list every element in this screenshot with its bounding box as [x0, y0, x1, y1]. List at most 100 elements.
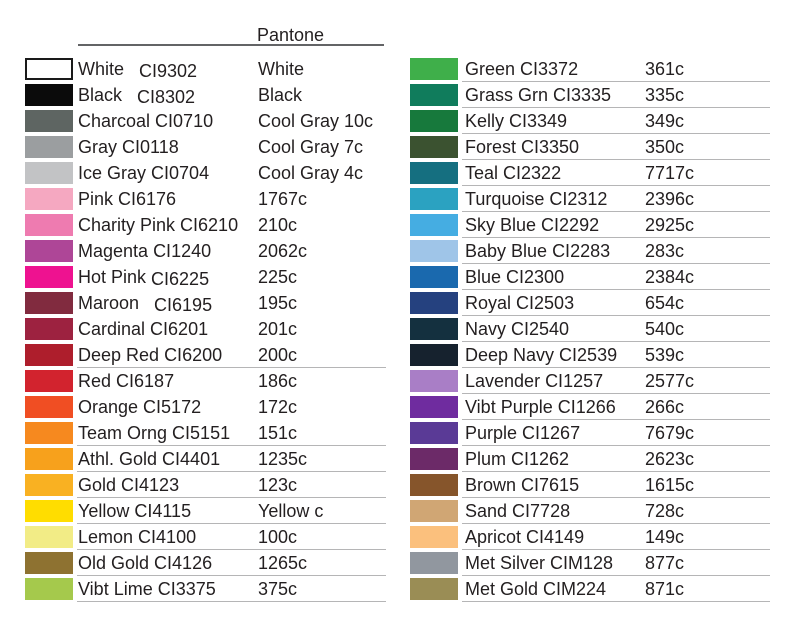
color-name: Vibt Purple — [465, 397, 553, 417]
color-swatch — [410, 188, 458, 210]
color-code: CI4149 — [526, 527, 585, 547]
row-divider — [462, 185, 770, 186]
pantone-value: 1615c — [645, 475, 695, 495]
color-code: CI6225 — [151, 269, 210, 289]
color-code: CI1262 — [511, 449, 570, 469]
color-label: Athl. Gold CI4401 — [78, 448, 220, 470]
row-divider — [77, 575, 386, 576]
pantone-value: Cool Gray 7c — [258, 137, 364, 157]
color-label: Magenta CI1240 — [78, 240, 211, 262]
row-divider — [77, 601, 386, 602]
pantone-value: 7679c — [645, 423, 695, 443]
color-swatch — [410, 526, 458, 548]
color-swatch — [25, 552, 73, 574]
pantone-value: 172c — [258, 397, 298, 417]
row-divider — [462, 393, 770, 394]
color-name: Magenta — [78, 241, 149, 261]
color-swatch — [25, 84, 73, 106]
row-divider — [462, 159, 770, 160]
color-swatch — [410, 422, 458, 444]
color-name: Yellow — [78, 501, 130, 521]
color-code: CI1240 — [153, 241, 212, 261]
pantone-value: 2925c — [645, 215, 695, 235]
color-label: Lavender CI1257 — [465, 370, 603, 392]
color-swatch — [25, 214, 73, 236]
color-code: CI3349 — [509, 111, 568, 131]
pantone-value: Yellow c — [258, 501, 324, 521]
color-swatch — [25, 370, 73, 392]
color-name: Red — [78, 371, 112, 391]
color-code: CI3372 — [520, 59, 579, 79]
color-code: CI2312 — [549, 189, 608, 209]
color-label: Teal CI2322 — [465, 162, 561, 184]
color-swatch — [25, 526, 73, 548]
color-label: Green CI3372 — [465, 58, 578, 80]
color-name: Plum — [465, 449, 507, 469]
color-code: CI7615 — [521, 475, 580, 495]
color-label: White CI9302 — [78, 58, 197, 81]
color-code: CI4115 — [134, 501, 192, 521]
color-swatch — [25, 396, 73, 418]
color-label: Plum CI1262 — [465, 448, 569, 470]
row-divider — [77, 445, 386, 446]
color-swatch — [25, 422, 73, 444]
pantone-value: 266c — [645, 397, 685, 417]
pantone-value: 349c — [645, 111, 685, 131]
pantone-value: Cool Gray 10c — [258, 111, 374, 131]
color-code: CI6200 — [164, 345, 223, 365]
color-label: Red CI6187 — [78, 370, 174, 392]
color-label: Cardinal CI6201 — [78, 318, 208, 340]
pantone-value: 375c — [258, 579, 298, 599]
color-code: CI8302 — [137, 87, 196, 107]
color-name: Met Silver — [465, 553, 546, 573]
color-swatch — [25, 188, 73, 210]
pantone-value: 283c — [645, 241, 685, 261]
row-divider — [462, 471, 770, 472]
color-code: CI6201 — [150, 319, 209, 339]
color-swatch — [410, 266, 458, 288]
color-swatch — [25, 344, 73, 366]
color-label: Pink CI6176 — [78, 188, 176, 210]
color-swatch — [25, 578, 73, 600]
color-swatch — [410, 370, 458, 392]
pantone-value: 201c — [258, 319, 298, 339]
color-name: Baby Blue — [465, 241, 548, 261]
color-swatch — [25, 318, 73, 340]
color-swatch — [25, 240, 73, 262]
color-swatch — [410, 214, 458, 236]
color-code: CI7728 — [512, 501, 571, 521]
color-name: Apricot — [465, 527, 522, 547]
color-code: CI5172 — [143, 397, 202, 417]
color-swatch — [410, 344, 458, 366]
pantone-value: 2396c — [645, 189, 695, 209]
row-divider — [462, 341, 770, 342]
color-swatch — [410, 136, 458, 158]
color-label: Lemon CI4100 — [78, 526, 196, 548]
color-label: Hot Pink CI6225 — [78, 266, 210, 289]
pantone-value: 361c — [645, 59, 685, 79]
row-divider — [462, 81, 770, 82]
color-code: CI2300 — [506, 267, 565, 287]
pantone-value: 149c — [645, 527, 685, 547]
color-name: Gray — [78, 137, 118, 157]
color-code: CI0704 — [151, 163, 210, 183]
color-name: Turquoise — [465, 189, 545, 209]
color-name: Gold — [78, 475, 117, 495]
pantone-value: 100c — [258, 527, 298, 547]
row-divider — [462, 133, 770, 134]
color-name: Sky Blue — [465, 215, 537, 235]
row-divider — [462, 367, 770, 368]
color-code: CI2503 — [516, 293, 575, 313]
color-name: Charity Pink — [78, 215, 176, 235]
row-divider — [77, 523, 386, 524]
color-name: Lavender — [465, 371, 541, 391]
color-label: Vibt Lime CI3375 — [78, 578, 216, 600]
color-label: Team Orng CI5151 — [78, 422, 230, 444]
color-label: Orange CI5172 — [78, 396, 201, 418]
row-divider — [462, 601, 770, 602]
row-divider — [77, 367, 386, 368]
color-name: Team Orng — [78, 423, 168, 443]
color-name: Met Gold — [465, 579, 539, 599]
color-name: Maroon — [78, 293, 140, 313]
color-code: CI2292 — [541, 215, 600, 235]
